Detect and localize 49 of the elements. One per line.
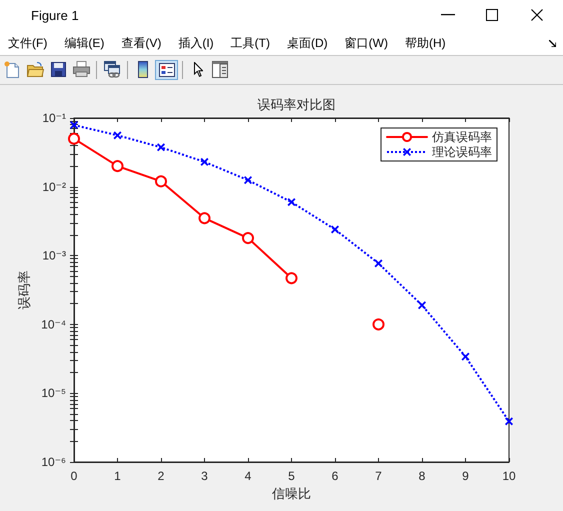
point (331, 225, 339, 234)
point (286, 272, 298, 284)
legend-label: 理论误码率 (432, 145, 492, 159)
text: 编辑(E) (64, 34, 104, 52)
point (418, 301, 426, 310)
text: 桌面(D) (286, 34, 328, 52)
y-axis-title: 误码率 (16, 270, 32, 310)
x-tick-label: 6 (332, 469, 339, 483)
x-tick-label: 4 (244, 469, 252, 483)
y-tick-label: 10⁻² (42, 180, 66, 194)
point (68, 132, 80, 145)
point (374, 259, 382, 268)
point (288, 198, 296, 206)
text: 查看(V) (121, 34, 162, 52)
x-tick-label: 9 (462, 469, 470, 483)
point (70, 121, 78, 130)
y-tick-label: 10⁻⁶ (41, 455, 66, 469)
x-axis-title: 信噪比 (272, 486, 311, 501)
point (155, 175, 167, 188)
point (114, 131, 122, 140)
point (198, 212, 210, 224)
x-tick-label: 7 (375, 469, 382, 483)
text: 帮助(H) (404, 34, 446, 52)
point (157, 143, 165, 152)
y-tick-label: 10⁻³ (42, 248, 66, 263)
point (372, 318, 384, 330)
x-tick-label: 8 (418, 469, 426, 483)
point (462, 352, 470, 361)
x-tick-label: 1 (114, 469, 122, 483)
y-tick-label: 10⁻⁵ (41, 386, 66, 400)
point (242, 232, 254, 244)
x-tick-label: 5 (288, 469, 296, 483)
text: 文件(F) (8, 34, 48, 52)
text: 窗口(W) (344, 34, 388, 52)
chart-title: 误码率对比图 (258, 97, 336, 112)
point (200, 158, 208, 166)
y-tick-label: 10⁻⁴ (41, 317, 66, 332)
x-tick-label: 0 (70, 469, 78, 483)
legend-label: 仿真误码率 (431, 130, 492, 144)
y-tick-label: 10⁻¹ (42, 111, 66, 125)
caption: Figure 1 (31, 8, 79, 23)
text: 工具(T) (230, 34, 270, 52)
point (244, 176, 252, 184)
x-tick-label: 10 (502, 469, 516, 483)
point (112, 160, 124, 172)
x-tick-label: 3 (201, 469, 208, 483)
x-tick-label: 2 (158, 469, 165, 483)
text: 插入(I) (178, 34, 214, 52)
point (505, 417, 513, 426)
